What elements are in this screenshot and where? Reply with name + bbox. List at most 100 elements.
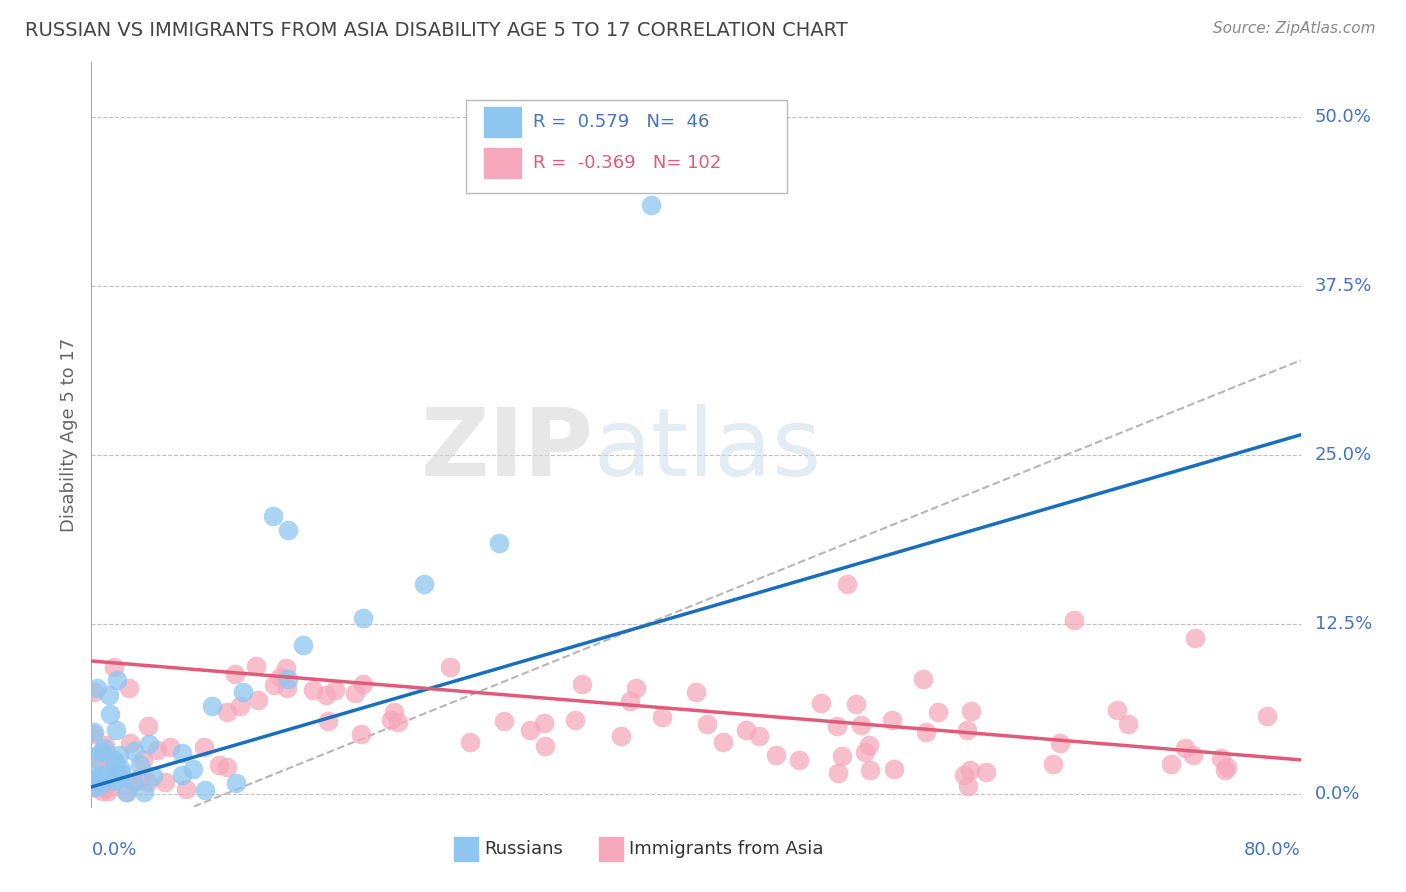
Point [1184,631,1206,645]
Point [217,706,239,720]
Point [94,739,117,753]
Point [915,724,938,739]
Point [640,197,662,211]
Point [122,774,145,789]
Text: ZIP: ZIP [420,404,593,496]
Point [853,745,876,759]
Point [413,577,436,591]
Point [350,727,373,741]
Point [974,764,997,779]
Point [263,677,285,691]
Point [713,734,735,748]
Point [231,685,253,699]
Point [959,764,981,778]
Point [225,776,247,790]
Point [94,780,117,795]
Point [1174,741,1197,756]
Point [217,760,239,774]
Y-axis label: Disability Age 5 to 17: Disability Age 5 to 17 [59,338,77,532]
Point [136,775,159,789]
Point [827,765,849,780]
Point [619,693,641,707]
Point [208,757,231,772]
Point [387,714,409,729]
Point [96,749,118,764]
Point [927,706,949,720]
Point [956,723,979,738]
Point [82,768,104,782]
Point [181,762,204,776]
Point [859,764,882,778]
Point [960,705,983,719]
Point [353,677,375,691]
Point [696,717,718,731]
Point [136,718,159,732]
Point [492,714,515,729]
Point [83,780,105,794]
Point [292,638,315,652]
Point [104,756,127,771]
Point [90,745,112,759]
Point [120,736,142,750]
Point [103,753,125,767]
Point [825,719,848,733]
Point [172,768,194,782]
Point [107,765,129,780]
Point [344,686,367,700]
Text: 12.5%: 12.5% [1315,615,1372,633]
Point [851,718,873,732]
Point [90,755,112,769]
Text: 0.0%: 0.0% [1315,785,1361,803]
Bar [484,107,520,137]
Point [439,660,461,674]
Point [831,749,853,764]
Point [107,772,129,786]
Text: 37.5%: 37.5% [1315,277,1372,295]
Point [274,660,297,674]
Point [97,784,120,798]
Point [533,739,555,754]
Text: atlas: atlas [593,404,821,496]
Point [98,762,121,776]
Point [323,683,346,698]
Point [108,747,131,762]
Point [93,741,115,756]
Point [1116,716,1139,731]
Point [277,523,299,537]
Point [97,765,120,780]
Point [262,509,284,524]
Point [1105,702,1128,716]
Text: Source: ZipAtlas.com: Source: ZipAtlas.com [1212,21,1375,37]
Point [246,693,269,707]
Point [624,681,647,695]
Point [83,750,105,764]
Bar [484,148,520,178]
Point [110,762,132,776]
Point [89,778,111,792]
Point [765,748,787,763]
Point [82,773,104,788]
Point [318,714,340,728]
Point [277,672,299,686]
Point [571,677,593,691]
Text: 80.0%: 80.0% [1244,841,1301,859]
Point [159,740,181,755]
Point [245,659,267,673]
Point [98,706,121,721]
Point [128,771,150,785]
Point [132,752,155,766]
FancyBboxPatch shape [467,100,786,193]
Point [380,713,402,727]
Point [1215,764,1237,778]
Point [103,774,125,789]
Point [83,685,105,699]
Point [224,666,246,681]
Bar [454,837,478,861]
Point [115,785,138,799]
Point [748,729,770,743]
Point [787,753,810,767]
Point [82,726,104,740]
Point [1160,756,1182,771]
Point [174,782,197,797]
Point [1209,750,1232,764]
